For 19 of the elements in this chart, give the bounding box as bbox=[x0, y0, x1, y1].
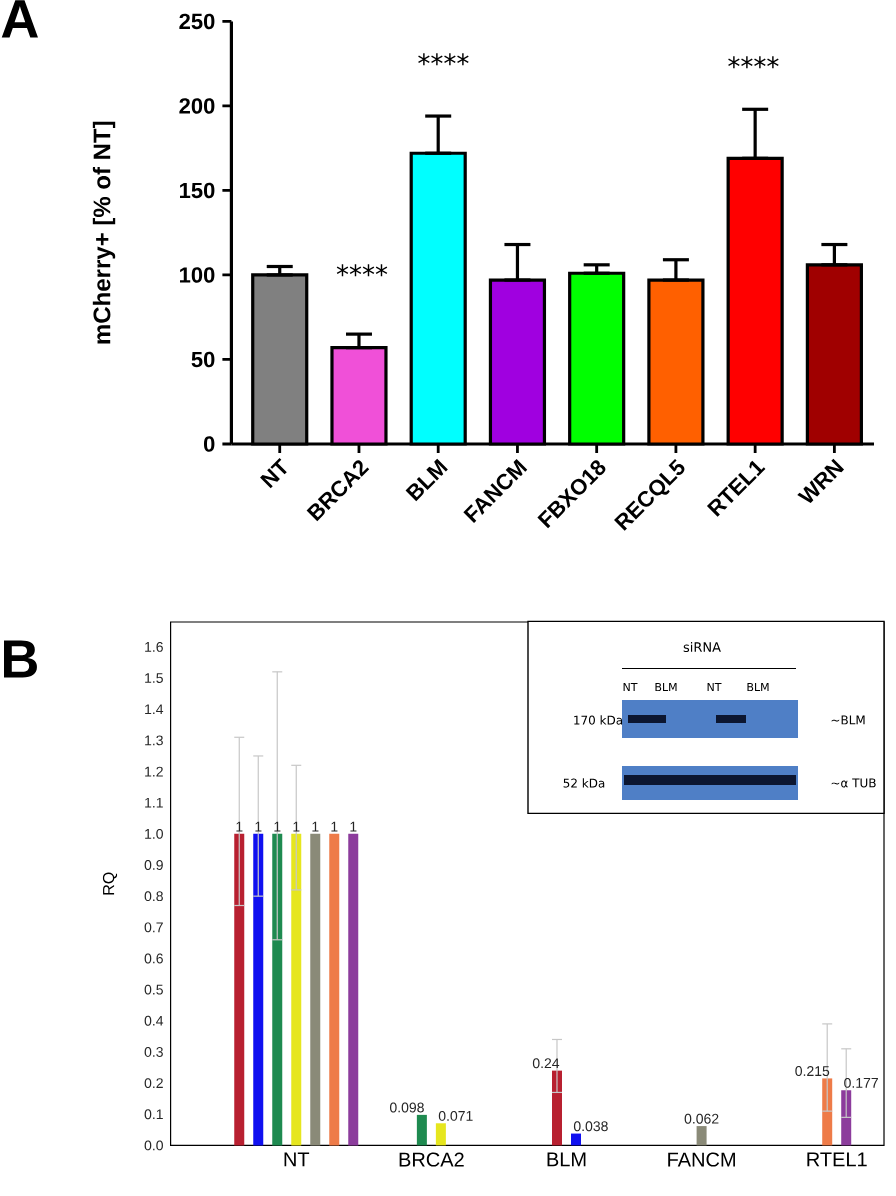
y-tick-label: 250 bbox=[179, 13, 215, 30]
x-tick-label: BLM bbox=[547, 1152, 586, 1167]
x-tick-label: NT bbox=[260, 457, 287, 489]
y-tick-label: 200 bbox=[179, 98, 215, 114]
x-tick-label: BRCA2 bbox=[399, 1152, 464, 1167]
x-tick-label: NT bbox=[284, 1152, 310, 1167]
y-axis-title: RQ bbox=[102, 872, 118, 895]
x-tick-label: FANCM bbox=[668, 1152, 735, 1167]
y-tick-label: 0 bbox=[203, 436, 215, 452]
y-axis-title: mCherry+ [% of NT] bbox=[92, 121, 116, 344]
y-tick-label: 50 bbox=[191, 351, 215, 368]
annotation: **** bbox=[728, 56, 779, 69]
x-tick-label: RTEL1 bbox=[807, 1152, 867, 1167]
annotation: **** bbox=[336, 264, 388, 277]
y-tick-label: 100 bbox=[180, 267, 215, 283]
annotation: **** bbox=[418, 53, 469, 66]
chart-title: B bbox=[4, 640, 37, 678]
chart-title: A bbox=[1, 0, 38, 38]
y-tick-label: 150 bbox=[180, 182, 215, 199]
